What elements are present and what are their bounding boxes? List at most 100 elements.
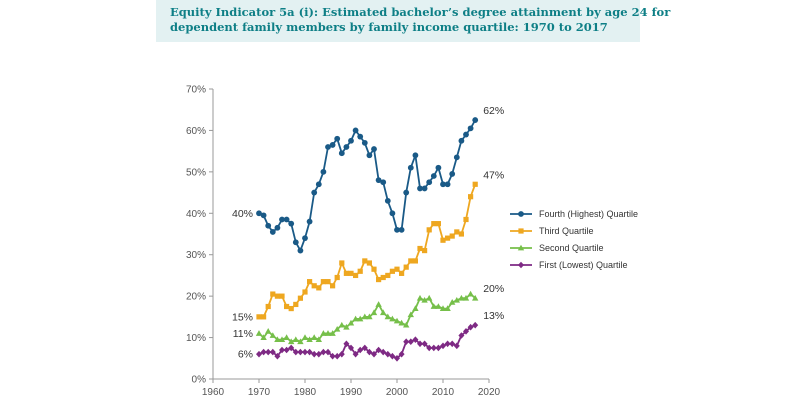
data-point-fourth-highest-quartile [361,139,368,146]
data-point-third-quartile [440,237,446,243]
legend-label-first-lowest-quartile: First (Lowest) Quartile [539,260,628,270]
data-point-fourth-highest-quartile [375,177,382,184]
data-point-third-quartile [376,276,382,283]
data-point-second-quartile [338,321,345,328]
data-point-first-lowest-quartile [357,346,364,354]
data-point-first-lowest-quartile [458,332,465,339]
data-point-second-quartile [301,334,309,340]
data-point-fourth-highest-quartile [380,179,387,186]
data-point-third-quartile [256,314,262,320]
data-point-third-quartile [412,258,418,264]
data-point-third-quartile [371,266,377,272]
data-point-second-quartile [375,301,382,307]
data-point-first-lowest-quartile [274,352,281,360]
data-point-third-quartile [348,270,354,276]
data-point-second-quartile [398,319,405,326]
data-point-second-quartile [366,313,373,320]
data-point-third-quartile [279,293,285,299]
data-point-second-quartile [320,330,327,336]
data-point-fourth-highest-quartile [389,210,396,217]
data-point-fourth-highest-quartile [292,239,299,246]
data-point-third-quartile [270,291,276,297]
data-point-fourth-highest-quartile [329,142,336,148]
data-point-second-quartile [274,336,281,343]
data-point-first-lowest-quartile [320,348,327,356]
data-point-second-quartile [444,305,451,311]
series-line-third-quartile [259,183,477,318]
y-tick-label: 60% [186,126,206,137]
data-point-third-quartile [435,221,441,227]
data-point-second-quartile [292,336,299,343]
data-point-first-lowest-quartile [297,348,304,356]
data-point-fourth-highest-quartile [274,224,281,231]
data-point-third-quartile [311,283,317,289]
data-point-second-quartile [283,334,290,340]
data-point-fourth-highest-quartile [311,189,318,196]
data-point-fourth-highest-quartile [384,197,391,204]
data-point-fourth-highest-quartile [394,226,400,233]
data-point-second-quartile [416,294,424,301]
data-point-second-quartile [462,294,470,301]
data-point-third-quartile [284,303,290,310]
data-point-first-lowest-quartile [435,344,442,352]
y-tick-label: 40% [186,209,206,220]
data-point-fourth-highest-quartile [366,152,373,159]
data-point-second-quartile [329,330,336,336]
data-point-third-quartile [454,229,460,235]
data-point-fourth-highest-quartile [430,173,437,179]
y-tick-label: 70% [186,85,206,96]
data-point-first-lowest-quartile [325,348,331,356]
data-point-second-quartile [347,319,355,326]
data-point-second-quartile [324,330,332,336]
data-point-second-quartile [407,311,414,318]
data-point-fourth-highest-quartile [288,220,295,227]
data-point-first-lowest-quartile [315,350,322,358]
data-point-fourth-highest-quartile [306,218,313,225]
data-point-fourth-highest-quartile [265,222,272,229]
data-point-first-lowest-quartile [338,350,345,358]
data-point-second-quartile [403,321,410,328]
data-point-first-lowest-quartile [269,348,276,356]
data-point-second-quartile [393,317,401,324]
data-point-fourth-highest-quartile [398,226,405,233]
data-point-fourth-highest-quartile [453,154,460,161]
data-point-first-lowest-quartile [407,338,414,346]
legend-marker-second-quartile [517,244,525,251]
data-point-second-quartile [421,296,428,303]
data-point-second-quartile [352,315,359,322]
data-point-fourth-highest-quartile [458,137,465,144]
data-point-first-lowest-quartile [384,350,391,358]
data-point-first-lowest-quartile [412,336,419,343]
data-point-fourth-highest-quartile [352,127,359,134]
data-point-fourth-highest-quartile [463,131,469,138]
data-point-third-quartile [339,260,345,266]
data-point-fourth-highest-quartile [435,164,442,171]
x-tick-label: 1980 [294,387,317,398]
data-point-fourth-highest-quartile [403,189,410,196]
data-point-first-lowest-quartile [380,348,387,356]
data-point-third-quartile [463,216,469,223]
data-point-first-lowest-quartile [348,344,354,352]
data-point-second-quartile [361,313,368,320]
data-point-first-lowest-quartile [463,328,469,335]
data-point-second-quartile [453,296,460,303]
chart-title-line-1: Equity Indicator 5a (i): Estimated bache… [170,5,671,19]
data-point-fourth-highest-quartile [334,135,341,142]
data-point-third-quartile [408,258,414,264]
data-point-second-quartile [389,315,396,322]
data-point-second-quartile [334,325,341,332]
end-label-second-quartile: 20% [483,283,504,295]
data-point-fourth-highest-quartile [426,179,433,186]
data-point-second-quartile [311,334,318,340]
y-tick-label: 10% [186,333,206,344]
data-point-fourth-highest-quartile [269,229,276,235]
data-point-first-lowest-quartile [352,350,359,358]
data-point-third-quartile [261,314,267,320]
data-point-first-lowest-quartile [444,340,451,348]
data-point-fourth-highest-quartile [338,150,345,157]
data-point-third-quartile [431,221,437,227]
data-point-fourth-highest-quartile [444,181,451,188]
data-point-first-lowest-quartile [467,323,474,331]
data-point-third-quartile [274,293,280,299]
data-point-third-quartile [353,272,359,279]
